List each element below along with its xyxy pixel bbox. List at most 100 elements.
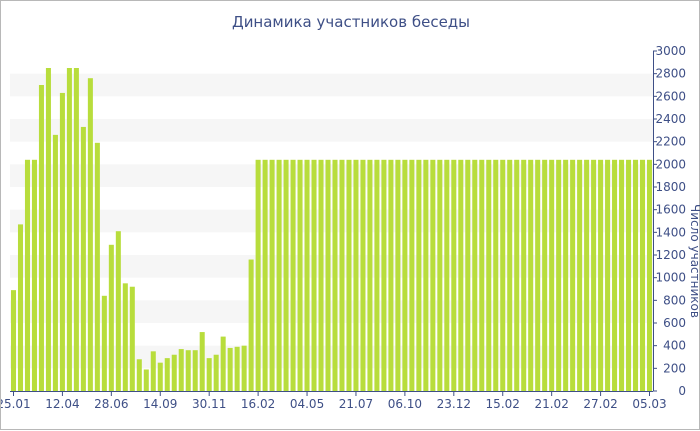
y-tick-label: 400 bbox=[663, 339, 686, 353]
bar bbox=[353, 159, 359, 391]
y-tick-label: 2000 bbox=[655, 157, 686, 171]
x-tick-label: 04.05 bbox=[290, 397, 324, 411]
bar bbox=[458, 159, 464, 391]
grid-band bbox=[10, 300, 653, 323]
grid-band bbox=[10, 209, 653, 233]
bar bbox=[311, 159, 317, 391]
bar bbox=[542, 159, 548, 391]
bar bbox=[381, 159, 387, 391]
bar bbox=[73, 68, 79, 391]
bar bbox=[584, 159, 590, 391]
bar bbox=[451, 159, 457, 391]
x-tick-label: 05.03 bbox=[632, 397, 666, 411]
bar bbox=[360, 159, 366, 391]
grid-band bbox=[10, 73, 653, 97]
x-tick-label: 16.02 bbox=[241, 397, 275, 411]
bar bbox=[535, 159, 541, 391]
bar bbox=[122, 283, 128, 391]
y-tick-label: 3000 bbox=[655, 44, 686, 58]
x-tick-label: 27.02 bbox=[583, 397, 617, 411]
x-tick-label: 14.09 bbox=[143, 397, 177, 411]
y-tick-label: 1600 bbox=[655, 203, 686, 217]
x-tick-label: 25.01 bbox=[1, 397, 31, 411]
x-tick-label: 12.04 bbox=[45, 397, 79, 411]
bar bbox=[388, 159, 394, 391]
y-tick-label: 2800 bbox=[655, 67, 686, 81]
bar bbox=[185, 350, 191, 391]
bar bbox=[66, 68, 72, 391]
bar bbox=[556, 159, 562, 391]
x-tick-label: 21.07 bbox=[339, 397, 373, 411]
bar bbox=[570, 159, 576, 391]
chart-title: Динамика участников беседы bbox=[231, 13, 471, 31]
bar bbox=[416, 159, 422, 391]
y-tick-label: 1000 bbox=[655, 271, 686, 285]
bar bbox=[178, 349, 184, 391]
bar bbox=[136, 359, 142, 391]
bar bbox=[646, 159, 653, 391]
bar bbox=[514, 159, 520, 391]
grid-band bbox=[10, 255, 653, 278]
bar bbox=[164, 358, 170, 391]
bar bbox=[304, 159, 310, 391]
bar bbox=[423, 159, 429, 391]
y-tick-label: 1800 bbox=[655, 180, 686, 194]
y-axis-label: Число участников bbox=[688, 204, 700, 318]
grid-band bbox=[10, 164, 653, 187]
bar bbox=[255, 159, 261, 391]
bar bbox=[528, 159, 534, 391]
x-tick-label: 15.02 bbox=[486, 397, 520, 411]
bar bbox=[94, 142, 100, 391]
bar bbox=[38, 85, 44, 391]
bar bbox=[262, 159, 268, 391]
bar bbox=[10, 290, 17, 391]
bar bbox=[213, 354, 219, 391]
x-tick-label: 30.11 bbox=[192, 397, 226, 411]
y-axis: 0 200 400 600 800 1000 1200 1400 1600 1800 2000 220… bbox=[653, 44, 686, 398]
bar bbox=[80, 126, 86, 392]
bar bbox=[346, 159, 352, 391]
bar bbox=[59, 92, 65, 392]
bars bbox=[10, 68, 653, 392]
bar bbox=[591, 159, 597, 391]
bar bbox=[633, 159, 639, 391]
bar bbox=[52, 134, 58, 391]
bar bbox=[150, 351, 156, 391]
bar bbox=[493, 159, 499, 391]
bar bbox=[367, 159, 373, 391]
grid-band bbox=[10, 119, 653, 142]
bar bbox=[507, 159, 513, 391]
bar bbox=[45, 68, 51, 391]
bar bbox=[115, 231, 121, 391]
background-bands bbox=[10, 73, 653, 369]
bar bbox=[640, 159, 646, 391]
bar bbox=[472, 159, 478, 391]
bar bbox=[465, 159, 471, 391]
bar bbox=[31, 159, 37, 391]
bar bbox=[605, 159, 611, 391]
y-tick-label: 2200 bbox=[655, 135, 686, 149]
bar bbox=[269, 159, 275, 391]
bar bbox=[24, 159, 30, 391]
bar bbox=[17, 224, 23, 391]
bar bbox=[612, 159, 618, 391]
bar bbox=[234, 346, 240, 391]
bar bbox=[619, 159, 625, 391]
y-tick-label: 0 bbox=[678, 384, 686, 398]
bar bbox=[290, 159, 296, 391]
bar bbox=[549, 159, 555, 391]
bar bbox=[199, 332, 205, 391]
y-tick-label: 800 bbox=[663, 293, 686, 307]
bar bbox=[430, 159, 436, 391]
grid-band bbox=[10, 345, 653, 369]
bar bbox=[437, 159, 443, 391]
y-tick-label: 600 bbox=[663, 316, 686, 330]
x-tick-label: 28.06 bbox=[94, 397, 128, 411]
bar bbox=[157, 362, 163, 391]
bar bbox=[486, 159, 492, 391]
bar bbox=[276, 159, 282, 391]
bar bbox=[318, 159, 324, 391]
bar bbox=[101, 295, 107, 391]
bar bbox=[563, 159, 569, 391]
